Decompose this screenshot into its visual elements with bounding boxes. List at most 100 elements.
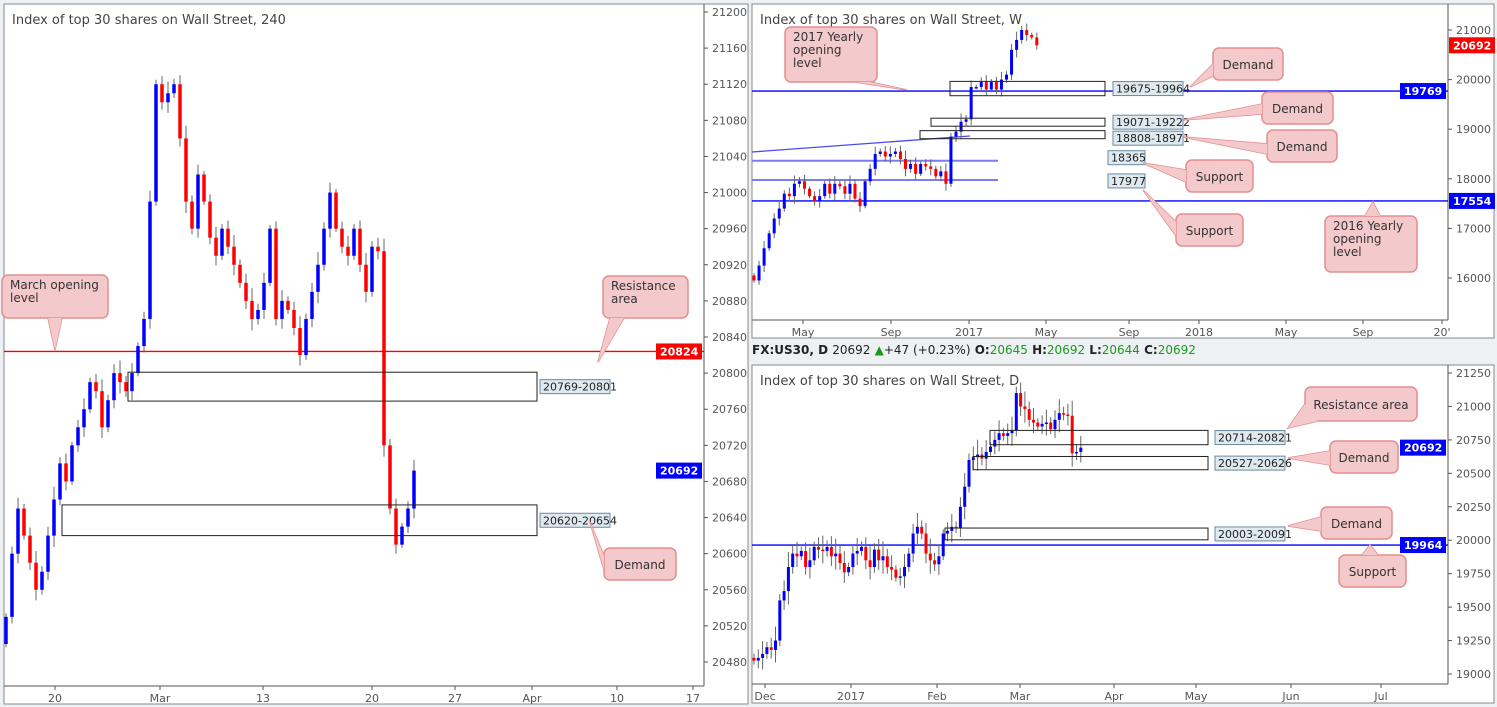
- candle-body: [112, 373, 116, 401]
- candle: [4, 613, 8, 648]
- candle-body: [262, 282, 266, 310]
- candle: [196, 164, 200, 238]
- price-label-box: [656, 343, 702, 360]
- candle: [864, 537, 868, 569]
- candle: [1019, 382, 1023, 417]
- callout-pointer-fill: [48, 318, 62, 350]
- candle-body: [238, 264, 242, 283]
- y-tick-label: 20640: [712, 512, 747, 525]
- callout-text: Demand: [615, 558, 666, 572]
- candle-body: [394, 508, 398, 545]
- candle: [838, 180, 842, 190]
- candle: [934, 165, 938, 179]
- candle-body: [160, 84, 164, 103]
- candle: [847, 562, 851, 577]
- candle: [112, 364, 116, 409]
- candle: [898, 567, 902, 586]
- y-tick-label: 19500: [1456, 601, 1491, 614]
- y-tick-label: 20960: [712, 223, 747, 236]
- callout: Demand: [589, 521, 677, 581]
- candle: [786, 551, 790, 605]
- callout-text: level: [793, 56, 822, 70]
- candle-body: [919, 163, 923, 174]
- candle: [777, 200, 781, 226]
- price-label: 20692: [660, 465, 698, 478]
- candle: [993, 431, 997, 455]
- up-triangle-icon: ▲: [874, 343, 884, 357]
- zone-box: [949, 80, 1106, 97]
- candle-body: [924, 533, 928, 554]
- x-tick-label: May: [1275, 326, 1298, 339]
- zone-box: [944, 527, 1209, 541]
- candle: [984, 74, 988, 96]
- candle-body: [853, 183, 857, 199]
- candle-body: [941, 533, 945, 557]
- candle-body: [226, 228, 230, 247]
- candle-body: [1014, 393, 1018, 431]
- y-tick-label: 19000: [1456, 123, 1491, 136]
- y-tick-label: 21040: [712, 150, 747, 163]
- candle-body: [873, 154, 877, 169]
- chart-panel-1: 21000 20000 19000 18000 17000 16000 May Sep 2017…: [751, 3, 1495, 339]
- candle-body: [316, 264, 320, 292]
- candle-body: [1040, 423, 1044, 427]
- candle: [842, 551, 846, 583]
- x-tick-label: 20: [365, 692, 379, 705]
- candle-body: [756, 657, 760, 661]
- candle-body: [877, 549, 881, 561]
- candle: [799, 546, 803, 561]
- candle: [904, 150, 907, 177]
- candle-body: [1057, 413, 1061, 420]
- callout: Support: [1338, 543, 1407, 588]
- candle-body: [808, 560, 812, 567]
- y-tick-label: 21250: [1456, 367, 1491, 380]
- low-label: L:: [1089, 343, 1102, 357]
- candle: [298, 316, 302, 366]
- callout-pointer-fill: [1143, 190, 1176, 236]
- callout-text: level: [1333, 245, 1362, 259]
- candle: [370, 241, 374, 297]
- callout-text: Support: [1349, 565, 1397, 579]
- candle: [782, 580, 786, 611]
- candle: [792, 175, 796, 204]
- symbol-name[interactable]: FX:US30, D: [752, 343, 829, 357]
- zone-label: 19071-19222: [1116, 116, 1190, 129]
- zone-label: 20003-20091: [1218, 528, 1292, 541]
- candle: [903, 554, 906, 588]
- candle: [244, 273, 248, 310]
- candle-body: [954, 131, 958, 137]
- candle-body: [967, 459, 971, 487]
- candle-body: [939, 171, 943, 177]
- candle-body: [893, 151, 897, 154]
- candle: [838, 546, 842, 570]
- candle-body: [286, 300, 290, 310]
- candle: [881, 541, 885, 574]
- candle: [944, 163, 948, 191]
- candle-body: [382, 251, 386, 446]
- callout-box: [784, 26, 878, 83]
- candle: [994, 76, 998, 95]
- support-label-box: [1107, 173, 1146, 189]
- candle: [937, 544, 941, 575]
- candle: [346, 235, 350, 266]
- candle: [406, 501, 410, 534]
- candle-body: [370, 246, 374, 292]
- candle-body: [124, 382, 128, 392]
- candle: [828, 178, 832, 199]
- zone-label: 20620-20654: [543, 514, 617, 527]
- candle-body: [100, 391, 104, 428]
- candle: [997, 420, 1001, 452]
- candle-body: [974, 87, 978, 89]
- y-tick-label: 20500: [1456, 467, 1491, 480]
- candle: [954, 125, 958, 142]
- candle-body: [885, 556, 889, 567]
- y-tick-label: 20560: [712, 584, 747, 597]
- x-tick-label: 2018: [1185, 326, 1213, 339]
- y-tick-label: 20520: [712, 620, 747, 633]
- candle: [412, 459, 416, 519]
- zone-label-box: [1214, 430, 1286, 446]
- candle: [890, 555, 894, 581]
- callout: Support: [1142, 189, 1244, 247]
- callout-text: March opening: [10, 278, 99, 292]
